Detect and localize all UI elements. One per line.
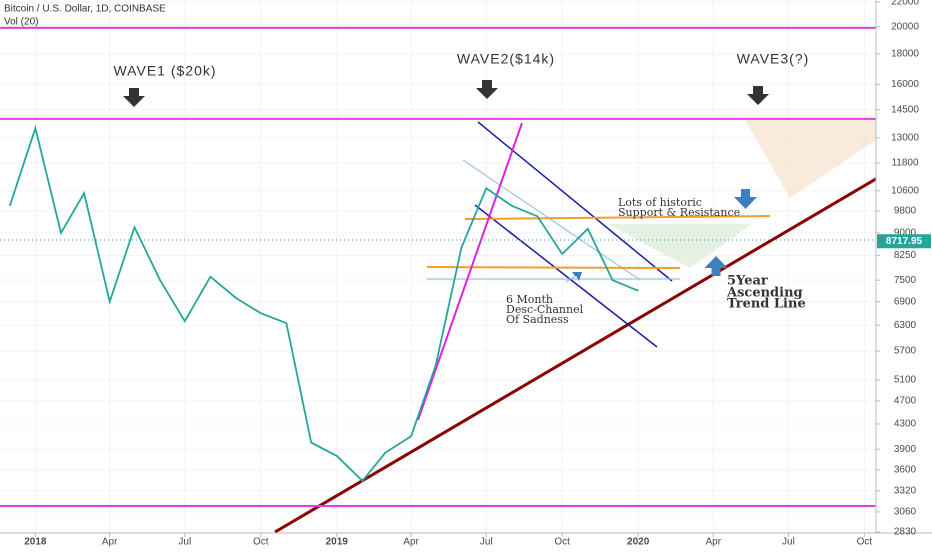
annotation: Support & Resistance xyxy=(618,206,740,219)
x-tick-label: Jul xyxy=(782,537,795,548)
x-tick-label: Apr xyxy=(102,537,118,548)
annotation: Of Sadness xyxy=(506,313,569,326)
y-tick-label: 13000 xyxy=(891,133,919,144)
y-tick-label: 4700 xyxy=(894,396,917,407)
y-tick-label: 9000 xyxy=(894,228,917,239)
y-tick-label: 6900 xyxy=(894,296,917,307)
down-arrow xyxy=(734,189,757,209)
axis-panel xyxy=(876,0,932,550)
last-price-badge xyxy=(877,234,931,249)
plot xyxy=(0,26,876,508)
drawings xyxy=(0,120,876,533)
y-tick-label: 9800 xyxy=(894,206,917,217)
channel-mid xyxy=(462,159,641,281)
y-tick-label: 6300 xyxy=(894,320,917,331)
y-tick-label: 3600 xyxy=(894,465,917,476)
y-tick-label: 3900 xyxy=(894,444,917,455)
annotation: WAVE2($14k) xyxy=(457,51,555,67)
up-arrow xyxy=(565,272,582,282)
annotation: WAVE1 ($20k) xyxy=(113,63,216,79)
x-tick-label: Apr xyxy=(706,537,722,548)
annotation: Lots of historic xyxy=(618,196,702,209)
x-tick-label: 2018 xyxy=(24,537,47,548)
y-tick-label: 8250 xyxy=(894,250,917,261)
y-tick-label: 11800 xyxy=(891,158,919,169)
y-tick-label: 18000 xyxy=(891,49,919,60)
y-tick-label: 7500 xyxy=(894,275,917,286)
annotation: Desc-Channel xyxy=(506,303,584,316)
x-tick-label: 2020 xyxy=(627,537,650,548)
y-tick-label: 5700 xyxy=(894,346,917,357)
resistance xyxy=(464,215,771,220)
x-tick-label: Oct xyxy=(253,537,269,548)
y-tick-label: 20000 xyxy=(891,21,919,32)
annotation: 6 Month xyxy=(506,293,553,306)
target-zone xyxy=(608,224,752,268)
y-tick-label: 14500 xyxy=(891,104,919,115)
trend-line xyxy=(274,177,876,533)
channel-top xyxy=(477,121,673,282)
last-price-label: 8717.95 xyxy=(886,236,923,247)
x-tick-label: 2019 xyxy=(326,537,349,548)
y-tick-label: 3060 xyxy=(894,507,917,518)
blue-arrows xyxy=(565,189,757,282)
chart-title: Bitcoin / U.S. Dollar, 1D, COINBASE xyxy=(4,4,166,15)
parabolic-line xyxy=(417,122,523,421)
channel-bottom xyxy=(474,204,658,348)
down-arrow xyxy=(747,86,769,105)
x-tick-label: Jul xyxy=(178,537,191,548)
subtitle: Vol (20) xyxy=(4,17,38,28)
y-tick-label: 22000 xyxy=(891,0,919,8)
price-line xyxy=(8,124,639,483)
down-arrow xyxy=(123,88,145,107)
x-tick-label: Jul xyxy=(480,537,493,548)
y-tick-label: 5100 xyxy=(894,374,917,385)
y-tick-label: 10600 xyxy=(891,185,919,196)
down-arrow xyxy=(476,80,498,99)
x-tick-label: Oct xyxy=(554,537,570,548)
y-tick-label: 16000 xyxy=(891,79,919,90)
wave3-zone xyxy=(745,120,876,198)
annotation: WAVE3(?) xyxy=(737,51,810,67)
arrows xyxy=(123,80,769,107)
x-tick-label: Oct xyxy=(857,537,873,548)
annotation: 5Year xyxy=(727,274,768,289)
x-tick-label: Apr xyxy=(403,537,419,548)
annotation: Trend Line xyxy=(727,297,806,312)
support xyxy=(426,266,681,269)
y-tick-label: 2830 xyxy=(894,527,917,538)
y-tick-label: 3320 xyxy=(894,485,917,496)
y-tick-label: 4300 xyxy=(894,419,917,430)
annotation: Ascending xyxy=(726,286,803,301)
up-arrow xyxy=(704,256,728,276)
